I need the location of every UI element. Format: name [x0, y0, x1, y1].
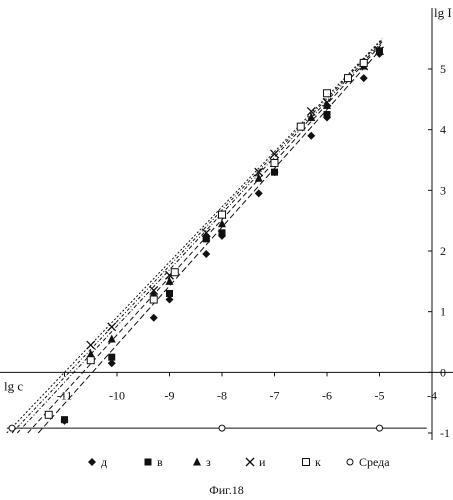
x-tick-label: -8 [217, 388, 227, 402]
legend-marker-shape [145, 459, 152, 466]
legend: д в з и к Среда [88, 455, 390, 469]
data-point-shape [324, 90, 331, 97]
x-tick-label: -9 [165, 388, 175, 402]
legend-label: д [101, 455, 107, 469]
data-point-shape [219, 229, 226, 236]
y-tick-label: 1 [440, 305, 446, 319]
data-point-shape [360, 74, 368, 82]
data-point-shape [271, 160, 278, 167]
x-tick-label: -10 [109, 388, 125, 402]
data-point-shape [307, 132, 315, 140]
y-tick-label: -1 [440, 426, 450, 440]
data-point-shape [150, 296, 157, 303]
legend-label: з [206, 455, 211, 469]
data-point [307, 132, 315, 140]
trend-line [7, 39, 382, 433]
data-point-shape [171, 269, 178, 276]
legend-marker [303, 459, 310, 466]
data-point-shape [9, 425, 15, 431]
x-tick-label: -7 [270, 388, 280, 402]
data-point-shape [108, 354, 115, 361]
legend-marker [246, 458, 254, 466]
data-point [202, 250, 210, 258]
data-point [219, 229, 226, 236]
legend-label: в [157, 455, 163, 469]
data-point [271, 160, 278, 167]
x-tick-label: -11 [57, 388, 73, 402]
y-tick-label: 3 [440, 183, 446, 197]
data-point-shape [324, 111, 331, 118]
x-tick-label: -5 [375, 388, 385, 402]
data-point-shape [150, 314, 158, 322]
data-point [360, 74, 368, 82]
legend-label: к [315, 455, 321, 469]
data-point [219, 425, 225, 431]
legend-marker [347, 459, 353, 465]
data-point [360, 59, 367, 66]
x-axis-title: lg c [4, 378, 23, 393]
data-point [87, 341, 95, 349]
y-axis-title: lg I [434, 5, 452, 20]
data-point [171, 269, 178, 276]
data-point-shape [219, 211, 226, 218]
data-point [377, 425, 383, 431]
data-point [150, 296, 157, 303]
data-point [108, 354, 115, 361]
legend-label: и [259, 455, 266, 469]
data-point [87, 357, 94, 364]
data-point [150, 314, 158, 322]
data-point-shape [45, 411, 52, 418]
figure-caption: Фиг.18 [0, 483, 453, 498]
data-point [9, 425, 15, 431]
y-tick-label: 5 [440, 62, 446, 76]
x-tick-label: -4 [427, 388, 437, 402]
data-point [108, 323, 116, 331]
legend-marker-shape [193, 458, 201, 466]
data-point-shape [108, 334, 116, 342]
data-point-shape [166, 290, 173, 297]
data-point [297, 123, 304, 130]
data-point-shape [271, 169, 278, 176]
data-point [271, 169, 278, 176]
data-point [345, 75, 352, 82]
data-point [61, 416, 68, 423]
data-point [45, 411, 52, 418]
data-point [324, 111, 331, 118]
data-point-shape [219, 425, 225, 431]
legend-marker [145, 459, 152, 466]
data-point-shape [377, 425, 383, 431]
x-tick-label: -6 [322, 388, 332, 402]
data-point-shape [360, 59, 367, 66]
data-point [324, 90, 331, 97]
data-point-shape [345, 75, 352, 82]
legend-marker-shape [303, 459, 310, 466]
data-point [108, 334, 116, 342]
data-point-shape [297, 123, 304, 130]
legend-label: Среда [359, 455, 390, 469]
legend-marker-shape [88, 458, 96, 466]
legend-marker [88, 458, 96, 466]
data-point-shape [255, 189, 263, 197]
data-point [219, 211, 226, 218]
legend-marker-shape [347, 459, 353, 465]
y-tick-label: 2 [440, 244, 446, 258]
legend-marker [193, 458, 201, 466]
plot-layer: -11-10-9-8-7-6-5-4-1012345 [0, 8, 453, 440]
data-point [166, 290, 173, 297]
data-point [255, 189, 263, 197]
y-tick-label: 4 [440, 123, 446, 137]
data-point-shape [87, 357, 94, 364]
data-point-shape [202, 250, 210, 258]
y-tick-label: 0 [440, 365, 446, 379]
data-point-shape [61, 416, 68, 423]
